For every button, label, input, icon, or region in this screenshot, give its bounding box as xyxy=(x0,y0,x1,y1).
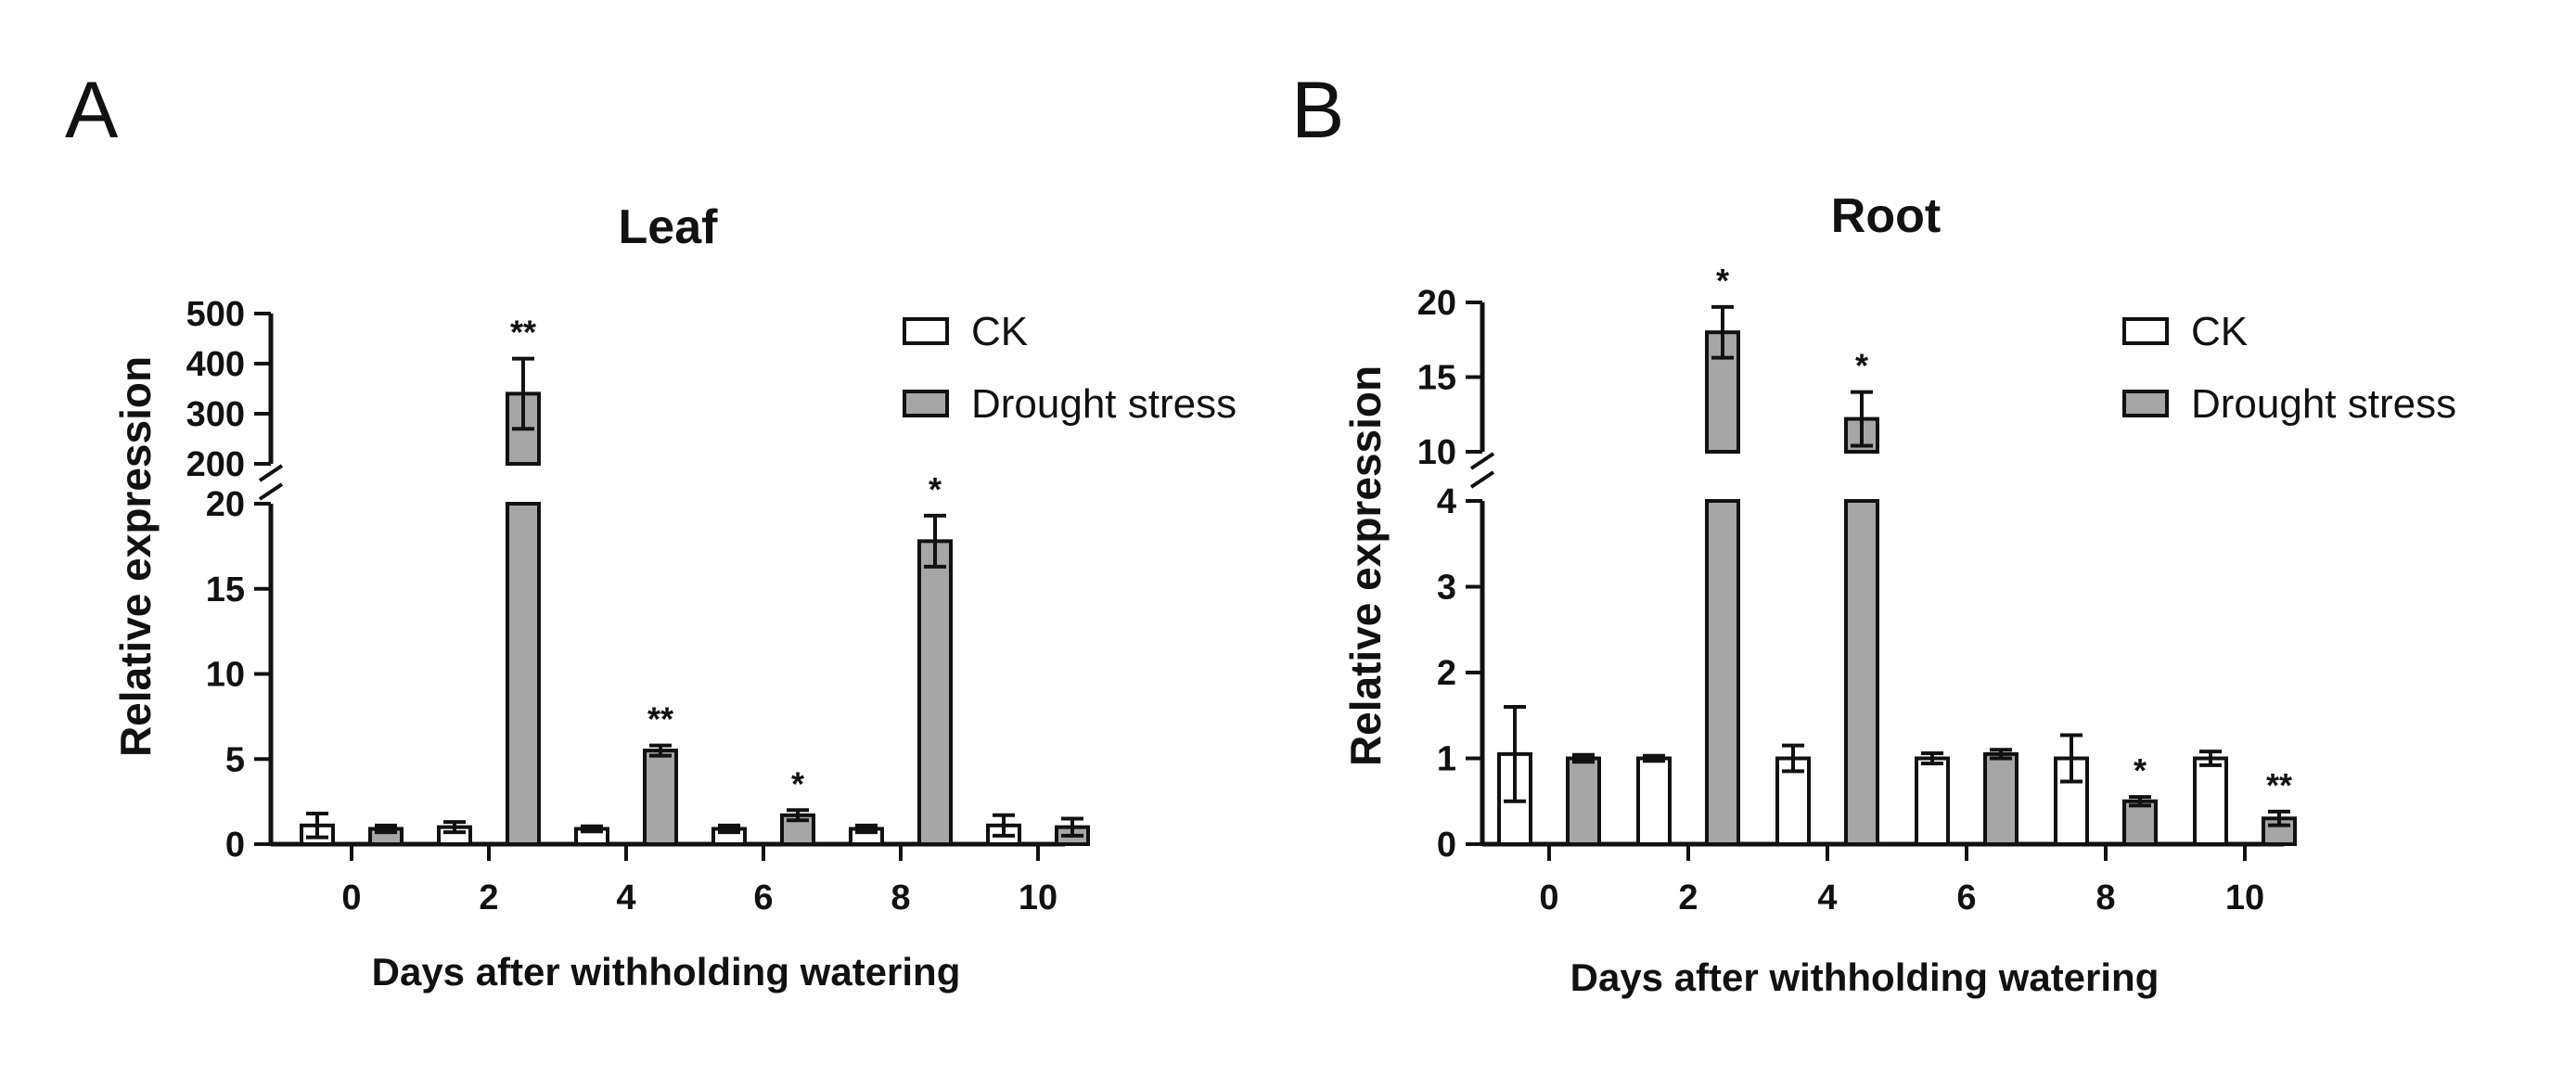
panel-b-bar-drought-stress xyxy=(1566,756,1601,846)
panel-a-xlabel: Days after withholding watering xyxy=(372,950,961,994)
panel-b-bar-drought-stress xyxy=(2122,799,2158,846)
panel-a-bar-drought-stress xyxy=(506,502,541,846)
panel-b-significance-mark: ** xyxy=(2266,766,2292,804)
panel-b-y-tick-label: 10 xyxy=(1417,433,1456,472)
panel-b-y-tick-label: 20 xyxy=(1417,284,1456,323)
panel-a-legend-swatch-drought-stress xyxy=(903,390,949,417)
panel-b-xlabel: Days after withholding watering xyxy=(1570,955,2159,999)
panel-b-bar-drought-stress xyxy=(1983,751,2019,846)
panel-a-y-tick-label: 15 xyxy=(206,571,245,609)
panel-a-axis-break-mark xyxy=(258,464,284,482)
panel-b-axis-break-mark xyxy=(1469,452,1495,470)
panel-b-x-tick-label: 4 xyxy=(1817,878,1837,917)
panel-a-x-tick-label: 2 xyxy=(479,878,498,917)
panel-b-significance-mark: * xyxy=(2134,751,2147,789)
panel-a-x-tick-label: 8 xyxy=(891,878,910,917)
panel-b-y-tick-label: 1 xyxy=(1437,740,1456,779)
panel-b-letter: B xyxy=(1291,66,1344,155)
panel-b-y-tick-label: 2 xyxy=(1437,654,1456,693)
panel-b-significance-mark: * xyxy=(1855,347,1868,385)
panel-b-y-tick-label: 15 xyxy=(1417,359,1456,398)
panel-a-x-tick-label: 0 xyxy=(341,878,361,917)
panel-a-bar-break-gap xyxy=(504,466,543,502)
panel-b-x-tick-label: 0 xyxy=(1539,878,1558,917)
panel-a-title: Leaf xyxy=(619,200,719,254)
panel-a-bar-drought-stress xyxy=(917,539,953,846)
panel-a-significance-mark: ** xyxy=(510,314,536,352)
panel-a-y-tick-label: 10 xyxy=(206,656,245,695)
panel-b-axis-break-mark xyxy=(1469,470,1495,489)
panel-a-significance-mark: ** xyxy=(647,700,673,738)
panel-a-legend-label: CK xyxy=(971,309,1028,354)
panel-a-bar-drought-stress xyxy=(643,749,678,847)
panel-b-significance-mark: * xyxy=(1716,262,1729,300)
panel-b-x-tick-label: 8 xyxy=(2095,878,2115,917)
panel-a-y-tick-label: 400 xyxy=(186,345,245,384)
panel-a-legend-swatch-ck xyxy=(903,317,949,345)
panel-b-bar-break-gap xyxy=(1703,454,1742,499)
panel-b-bar-drought-stress xyxy=(1844,499,1879,846)
panel-b-legend-label: CK xyxy=(2191,309,2248,354)
panel-a-x-tick-label: 4 xyxy=(616,878,635,917)
panel-a-x-tick-label: 10 xyxy=(1019,878,1057,917)
panel-b-title: Root xyxy=(1831,189,1941,243)
panel-a-y-tick-label: 300 xyxy=(186,395,245,434)
panel-b-y-tick-label: 4 xyxy=(1437,482,1456,521)
panel-a-y-tick-label: 5 xyxy=(225,740,245,779)
panel-a-axis-break-mark xyxy=(258,482,284,501)
panel-b-ylabel: Relative expression xyxy=(1341,365,1390,766)
panel-a-y-tick-label: 200 xyxy=(186,445,245,484)
panel-a-y-tick-label: 500 xyxy=(186,295,245,334)
panel-a-x-tick-label: 6 xyxy=(753,878,773,917)
panel-a-legend-label: Drought stress xyxy=(971,381,1237,427)
panel-b-y-tick-label: 3 xyxy=(1437,569,1456,608)
panel-a-letter: A xyxy=(65,66,119,155)
panel-b-bar-ck xyxy=(1636,756,1672,846)
panel-a-y-tick-label: 0 xyxy=(225,826,245,865)
panel-b-legend-label: Drought stress xyxy=(2191,381,2456,427)
panel-b-bar-ck xyxy=(2193,756,2228,846)
panel-a-ylabel: Relative expression xyxy=(111,356,160,757)
panel-b-y-tick-label: 0 xyxy=(1437,826,1456,865)
panel-a-y-tick-label: 20 xyxy=(206,485,245,524)
panel-b-chart: 0 1 2 3 4 10 15 20 0 2 * 4 * 6 8 * 10 ** CK Drought stress xyxy=(1417,262,2456,917)
panel-b-x-tick-label: 10 xyxy=(2225,878,2264,917)
panel-b-bar-break-gap xyxy=(1842,454,1881,499)
panel-b-x-tick-label: 6 xyxy=(1956,878,1976,917)
panel-a-significance-mark: * xyxy=(791,764,804,802)
panel-b-legend-swatch-ck xyxy=(2122,317,2169,345)
panel-a-significance-mark: * xyxy=(929,470,942,508)
panel-b-legend-swatch-drought-stress xyxy=(2122,390,2169,417)
panel-b-x-tick-label: 2 xyxy=(1678,878,1698,917)
panel-b-bar-ck xyxy=(1915,756,1950,846)
panel-b-bar-drought-stress xyxy=(1705,499,1740,846)
